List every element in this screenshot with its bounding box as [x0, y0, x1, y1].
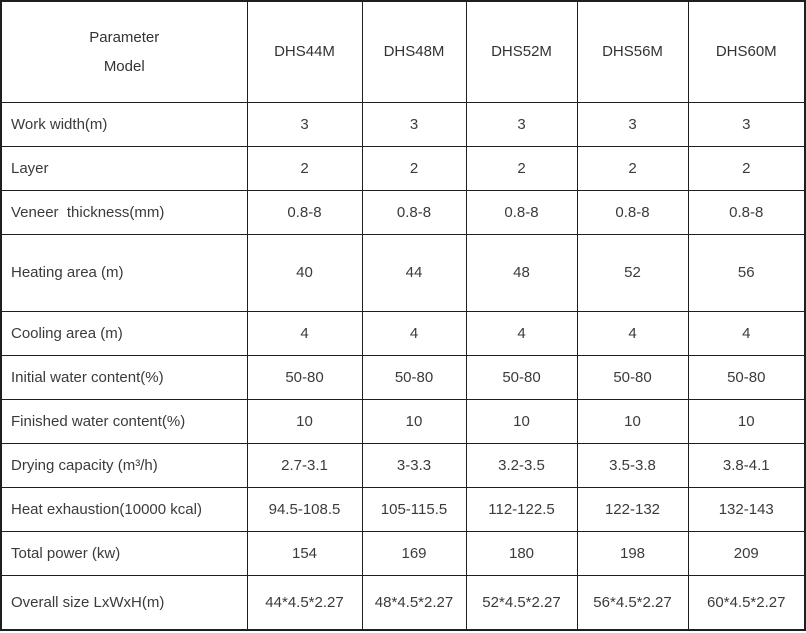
- value-cell: 4: [687, 310, 806, 356]
- row-label-cell: Total power (kw): [0, 530, 248, 576]
- value-cell: 105-115.5: [361, 486, 467, 532]
- value-cell: 48: [465, 233, 578, 312]
- table-row: Work width(m) 3 3 3 3 3: [0, 101, 806, 147]
- value-cell: 3: [465, 101, 578, 147]
- value-cell: 3.2-3.5: [465, 442, 578, 488]
- value-cell: 3: [687, 101, 806, 147]
- value-cell: 4: [465, 310, 578, 356]
- value-cell: 10: [576, 398, 689, 444]
- row-label-cell: Heating area (m): [0, 233, 248, 312]
- table-row: Overall size LxWxH(m) 44*4.5*2.27 48*4.5*2…: [0, 574, 806, 631]
- row-label-cell: Work width(m): [0, 101, 248, 147]
- model-header-cell: DHS56M: [576, 0, 689, 103]
- value-cell: 0.8-8: [576, 189, 689, 235]
- value-cell: 2.7-3.1: [246, 442, 363, 488]
- value-cell: 198: [576, 530, 689, 576]
- value-cell: 50-80: [687, 354, 806, 400]
- value-cell: 44: [361, 233, 467, 312]
- value-cell: 2: [576, 145, 689, 191]
- value-cell: 10: [687, 398, 806, 444]
- value-cell: 3-3.3: [361, 442, 467, 488]
- value-cell: 169: [361, 530, 467, 576]
- value-cell: 209: [687, 530, 806, 576]
- value-cell: 56: [687, 233, 806, 312]
- value-cell: 56*4.5*2.27: [576, 574, 689, 631]
- value-cell: 0.8-8: [246, 189, 363, 235]
- value-cell: 4: [246, 310, 363, 356]
- value-cell: 2: [246, 145, 363, 191]
- table-row: Finished water content(%) 10 10 10 10 10: [0, 398, 806, 444]
- value-cell: 3.5-3.8: [576, 442, 689, 488]
- model-header-cell: DHS48M: [361, 0, 467, 103]
- value-cell: 154: [246, 530, 363, 576]
- model-header-cell: DHS44M: [246, 0, 363, 103]
- table-row: Cooling area (m) 4 4 4 4 4: [0, 310, 806, 356]
- value-cell: 0.8-8: [687, 189, 806, 235]
- value-cell: 4: [576, 310, 689, 356]
- value-cell: 50-80: [576, 354, 689, 400]
- row-label-cell: Veneer thickness(mm): [0, 189, 248, 235]
- value-cell: 60*4.5*2.27: [687, 574, 806, 631]
- table-row: Initial water content(%) 50-80 50-80 50-80 5…: [0, 354, 806, 400]
- value-cell: 4: [361, 310, 467, 356]
- value-cell: 44*4.5*2.27: [246, 574, 363, 631]
- table-row: Heat exhaustion(10000 kcal) 94.5-108.5 105…: [0, 486, 806, 532]
- table-row: Drying capacity (m³/h) 2.7-3.1 3-3.3 3.2-3.…: [0, 442, 806, 488]
- row-label-cell: Cooling area (m): [0, 310, 248, 356]
- value-cell: 132-143: [687, 486, 806, 532]
- row-label-cell: Finished water content(%): [0, 398, 248, 444]
- value-cell: 0.8-8: [465, 189, 578, 235]
- value-cell: 10: [361, 398, 467, 444]
- corner-cell: Parameter Model: [0, 0, 248, 103]
- row-label-cell: Overall size LxWxH(m): [0, 574, 248, 631]
- value-cell: 94.5-108.5: [246, 486, 363, 532]
- model-header-cell: DHS52M: [465, 0, 578, 103]
- table-row: Heating area (m) 40 44 48 52 56: [0, 233, 806, 312]
- model-label: Model: [103, 57, 145, 75]
- value-cell: 10: [465, 398, 578, 444]
- value-cell: 3: [576, 101, 689, 147]
- parameter-label: Parameter: [89, 28, 160, 46]
- value-cell: 40: [246, 233, 363, 312]
- row-label-cell: Initial water content(%): [0, 354, 248, 400]
- value-cell: 50-80: [361, 354, 467, 400]
- row-label-cell: Layer: [0, 145, 248, 191]
- row-label-cell: Heat exhaustion(10000 kcal): [0, 486, 248, 532]
- value-cell: 52*4.5*2.27: [465, 574, 578, 631]
- table-row: Total power (kw) 154 169 180 198 209: [0, 530, 806, 576]
- value-cell: 180: [465, 530, 578, 576]
- header-row: Parameter Model DHS44M DHS48M DHS52M DHS56M…: [0, 0, 806, 103]
- value-cell: 2: [361, 145, 467, 191]
- value-cell: 0.8-8: [361, 189, 467, 235]
- value-cell: 122-132: [576, 486, 689, 532]
- value-cell: 50-80: [465, 354, 578, 400]
- model-header-cell: DHS60M: [687, 0, 806, 103]
- value-cell: 10: [246, 398, 363, 444]
- value-cell: 3: [361, 101, 467, 147]
- value-cell: 2: [465, 145, 578, 191]
- value-cell: 2: [687, 145, 806, 191]
- value-cell: 3.8-4.1: [687, 442, 806, 488]
- table-row: Layer 2 2 2 2 2: [0, 145, 806, 191]
- row-label-cell: Drying capacity (m³/h): [0, 442, 248, 488]
- value-cell: 52: [576, 233, 689, 312]
- value-cell: 50-80: [246, 354, 363, 400]
- table-row: Veneer thickness(mm) 0.8-8 0.8-8 0.8-8 0.8-8…: [0, 189, 806, 235]
- value-cell: 3: [246, 101, 363, 147]
- value-cell: 112-122.5: [465, 486, 578, 532]
- value-cell: 48*4.5*2.27: [361, 574, 467, 631]
